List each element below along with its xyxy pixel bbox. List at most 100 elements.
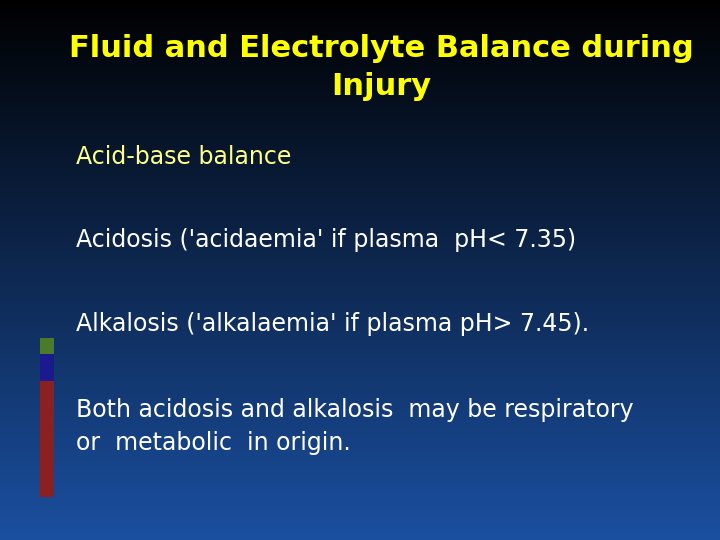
Bar — [0, 329, 720, 330]
Bar — [0, 470, 720, 471]
Bar — [0, 339, 720, 340]
Bar — [0, 433, 720, 435]
Bar — [0, 341, 720, 343]
Bar — [0, 78, 720, 79]
Bar — [0, 300, 720, 301]
Bar — [0, 301, 720, 302]
Bar — [0, 373, 720, 374]
Bar — [0, 298, 720, 300]
Bar — [0, 474, 720, 475]
Bar — [0, 63, 720, 65]
Bar — [0, 216, 720, 217]
Bar — [0, 146, 720, 147]
Bar — [0, 397, 720, 399]
Bar — [0, 197, 720, 198]
Bar — [0, 444, 720, 446]
Bar — [0, 294, 720, 296]
Bar — [0, 162, 720, 163]
Bar — [0, 517, 720, 518]
Bar — [0, 309, 720, 310]
Bar — [0, 134, 720, 135]
Bar — [0, 165, 720, 166]
Bar — [0, 282, 720, 284]
Bar — [0, 368, 720, 370]
Bar — [0, 352, 720, 354]
Bar — [0, 129, 720, 130]
Bar — [0, 0, 720, 2]
Bar — [0, 50, 720, 51]
Bar — [0, 116, 720, 117]
Bar — [0, 486, 720, 487]
Bar — [0, 228, 720, 230]
Bar — [0, 194, 720, 195]
Bar — [0, 508, 720, 509]
Bar — [0, 15, 720, 16]
Bar — [0, 232, 720, 233]
Bar — [0, 224, 720, 226]
Bar — [0, 89, 720, 90]
Bar — [0, 490, 720, 491]
Bar — [0, 186, 720, 187]
Bar — [40, 381, 54, 497]
Bar — [0, 231, 720, 232]
Bar — [0, 62, 720, 63]
Bar — [0, 378, 720, 379]
Bar — [0, 98, 720, 100]
Bar — [0, 251, 720, 252]
Bar — [0, 454, 720, 455]
Bar — [0, 404, 720, 405]
Bar — [0, 271, 720, 273]
Bar — [0, 355, 720, 356]
Bar — [0, 167, 720, 168]
Bar — [0, 377, 720, 378]
Bar — [0, 539, 720, 540]
Bar — [0, 179, 720, 181]
Bar — [0, 465, 720, 467]
Bar — [0, 323, 720, 324]
Bar — [0, 154, 720, 156]
Bar — [0, 498, 720, 500]
Bar — [0, 467, 720, 469]
Bar — [0, 426, 720, 427]
Bar — [0, 516, 720, 517]
Bar — [0, 141, 720, 143]
Text: Both acidosis and alkalosis  may be respiratory
or  metabolic  in origin.: Both acidosis and alkalosis may be respi… — [76, 398, 633, 455]
Bar — [0, 43, 720, 45]
Bar — [0, 388, 720, 389]
Bar — [0, 413, 720, 415]
Bar — [0, 30, 720, 31]
Bar — [0, 489, 720, 490]
Bar — [0, 285, 720, 286]
Bar — [0, 33, 720, 35]
Bar — [0, 205, 720, 206]
Bar — [0, 289, 720, 291]
Bar — [0, 189, 720, 191]
Bar — [0, 184, 720, 185]
Bar — [0, 140, 720, 141]
Bar — [0, 528, 720, 529]
Bar — [0, 381, 720, 382]
Bar — [0, 240, 720, 241]
Bar — [0, 392, 720, 393]
Bar — [0, 421, 720, 422]
Bar — [0, 177, 720, 178]
Bar — [0, 390, 720, 392]
Bar — [0, 321, 720, 322]
Bar — [0, 438, 720, 440]
Bar — [0, 233, 720, 235]
Bar — [0, 36, 720, 38]
Bar — [0, 310, 720, 312]
Bar — [0, 340, 720, 341]
Bar — [0, 347, 720, 348]
Bar — [0, 130, 720, 131]
Bar — [0, 519, 720, 521]
Text: Alkalosis ('alkalaemia' if plasma pH> 7.45).: Alkalosis ('alkalaemia' if plasma pH> 7.… — [76, 312, 589, 336]
Bar — [0, 372, 720, 373]
Bar — [0, 174, 720, 176]
Bar — [0, 49, 720, 50]
Bar — [0, 379, 720, 381]
Bar — [0, 523, 720, 524]
Bar — [0, 319, 720, 320]
Bar — [0, 343, 720, 345]
Bar — [0, 201, 720, 202]
